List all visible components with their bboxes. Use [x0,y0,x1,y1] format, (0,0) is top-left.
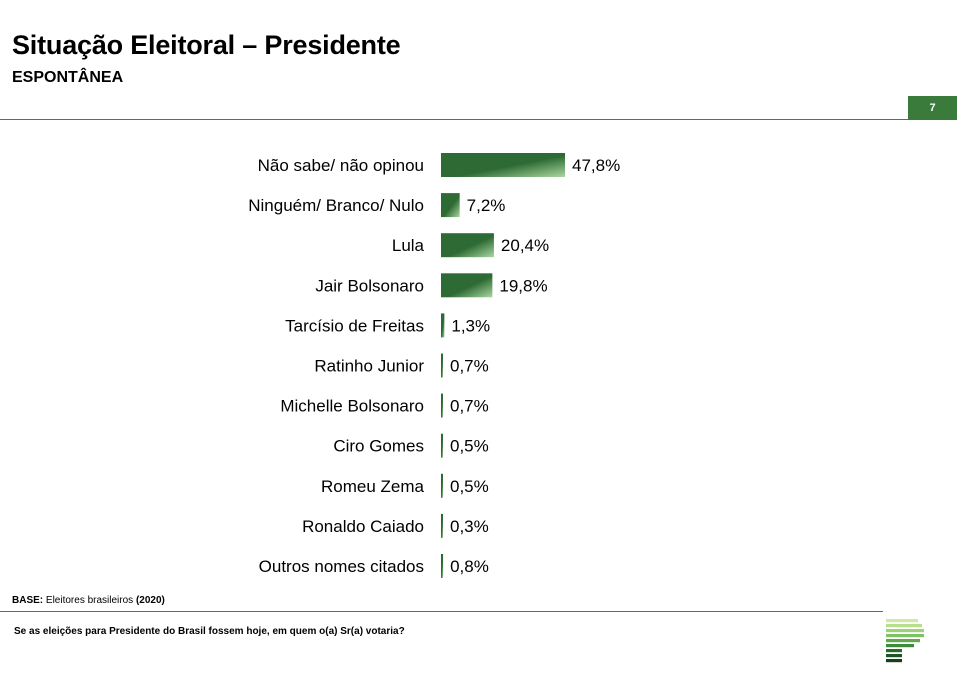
page-subtitle: ESPONTÂNEA [12,69,124,86]
category-label: Michelle Bolsonaro [280,397,424,416]
value-label: 20,4% [501,236,549,255]
base-note: BASE: Eleitores brasileiros (2020) [12,595,165,606]
base-label: BASE: [12,595,44,606]
value-label: 7,2% [467,196,506,215]
category-label: Outros nomes citados [259,557,424,576]
category-label: Ronaldo Caiado [302,517,424,536]
footer-divider [0,611,883,612]
category-label: Ciro Gomes [333,437,424,456]
bar [441,273,493,298]
category-label: Lula [392,236,425,255]
value-label: 0,8% [450,557,489,576]
bar [441,353,443,378]
category-label: Não sabe/ não opinou [258,156,424,175]
page-number-badge: 7 [908,96,957,120]
survey-question: Se as eleições para Presidente do Brasil… [14,626,405,637]
company-logo-icon [886,619,924,663]
value-label: 19,8% [499,276,547,295]
value-label: 0,5% [450,477,489,496]
value-label: 0,5% [450,437,489,456]
bar [441,193,460,218]
value-label: 47,8% [572,156,620,175]
value-label: 0,7% [450,397,489,416]
value-label: 1,3% [451,316,490,335]
bar [441,473,443,498]
bar [441,513,443,538]
value-label: 0,7% [450,357,489,376]
bar [441,313,445,338]
bar [441,433,443,458]
bar [441,233,494,258]
category-label: Ninguém/ Branco/ Nulo [248,196,424,215]
bar [441,153,565,177]
page-title: Situação Eleitoral – Presidente [12,30,401,60]
category-label: Jair Bolsonaro [315,276,424,295]
base-text: Eleitores brasileiros [45,595,134,606]
base-year: (2020) [135,595,165,606]
value-label: 0,3% [450,517,489,536]
category-label: Tarcísio de Freitas [285,316,424,335]
category-label: Ratinho Junior [314,357,424,376]
bar [441,393,443,418]
header-divider [0,119,908,120]
bar-chart: Não sabe/ não opinou 47,8% Ninguém/ Branco… [248,153,620,578]
category-label: Romeu Zema [321,477,425,496]
bar [441,554,444,578]
